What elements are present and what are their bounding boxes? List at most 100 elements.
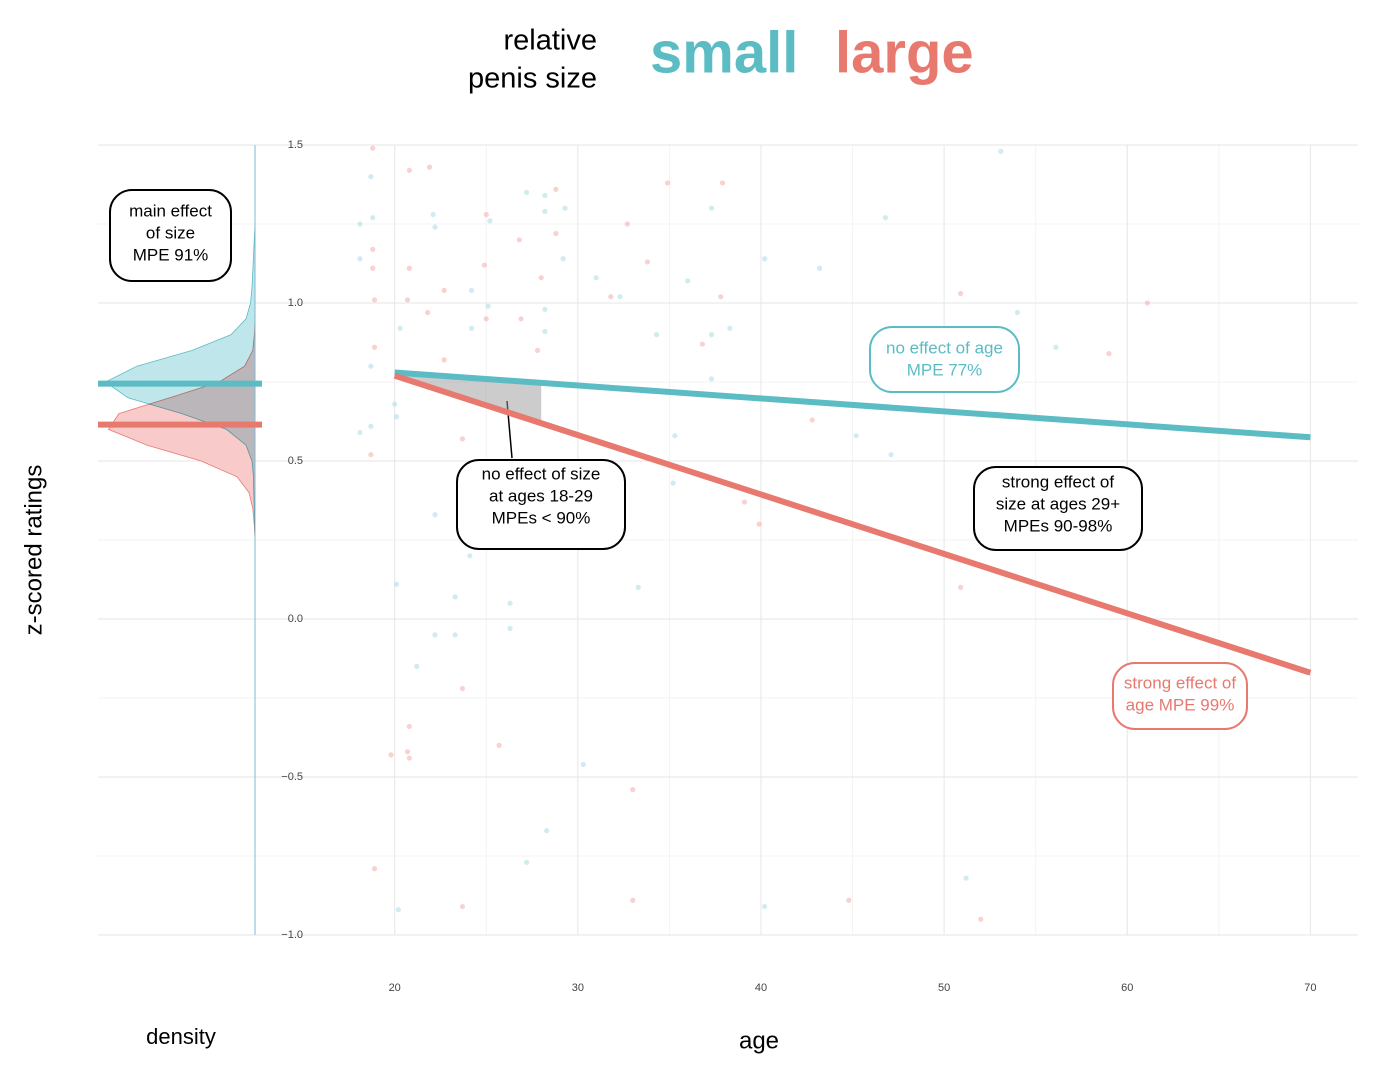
point bbox=[816, 265, 823, 271]
point bbox=[432, 224, 438, 230]
point bbox=[459, 436, 466, 442]
point bbox=[459, 903, 466, 910]
point bbox=[708, 376, 715, 382]
point bbox=[392, 401, 398, 407]
point bbox=[523, 859, 530, 865]
point bbox=[516, 237, 522, 243]
point bbox=[370, 145, 376, 151]
point bbox=[846, 897, 852, 903]
point bbox=[459, 685, 466, 692]
annotation-text: of size bbox=[146, 223, 195, 242]
point bbox=[635, 584, 641, 591]
point bbox=[553, 186, 559, 192]
annotation-text: age MPE 99% bbox=[1126, 695, 1235, 714]
point bbox=[467, 553, 473, 559]
x-tick-label: 70 bbox=[1304, 982, 1316, 994]
point bbox=[441, 287, 447, 293]
point bbox=[425, 309, 431, 316]
x-tick-label: 60 bbox=[1121, 982, 1133, 994]
point bbox=[406, 723, 412, 730]
point bbox=[957, 584, 964, 591]
point bbox=[487, 218, 493, 224]
point bbox=[507, 625, 513, 632]
point bbox=[719, 180, 726, 186]
point bbox=[998, 148, 1004, 154]
point bbox=[395, 907, 401, 913]
point bbox=[762, 903, 768, 910]
point bbox=[507, 600, 513, 606]
point bbox=[370, 265, 376, 271]
point bbox=[963, 875, 969, 881]
point bbox=[699, 341, 705, 347]
point bbox=[708, 205, 715, 211]
point bbox=[1014, 309, 1020, 316]
point bbox=[469, 287, 475, 293]
point bbox=[1053, 344, 1059, 350]
point bbox=[542, 328, 548, 335]
annotation-text: at ages 18-29 bbox=[489, 486, 593, 505]
point bbox=[452, 632, 458, 638]
legend-title: penis size bbox=[468, 63, 597, 95]
point bbox=[670, 480, 676, 486]
y-tick-label: 0.0 bbox=[288, 613, 303, 625]
point bbox=[426, 164, 433, 170]
fit-line bbox=[393, 372, 1312, 676]
point bbox=[882, 215, 889, 221]
y-tick-label: −0.5 bbox=[281, 771, 303, 783]
point bbox=[430, 211, 436, 218]
point bbox=[406, 755, 412, 761]
point bbox=[644, 259, 651, 265]
point bbox=[481, 262, 488, 268]
point bbox=[624, 221, 630, 227]
annotation-text: strong effect of bbox=[1124, 673, 1236, 692]
point bbox=[957, 290, 964, 297]
point bbox=[370, 215, 376, 221]
point bbox=[708, 332, 715, 338]
annotation-text: MPEs < 90% bbox=[492, 508, 591, 527]
point bbox=[406, 265, 412, 271]
point bbox=[432, 512, 438, 518]
point bbox=[414, 663, 420, 670]
point bbox=[357, 429, 363, 436]
annotation-box bbox=[973, 466, 1143, 551]
point bbox=[580, 761, 586, 767]
point bbox=[630, 787, 636, 793]
annotation-text: size at ages 29+ bbox=[996, 494, 1120, 513]
y-axis-label: z-scored ratings bbox=[20, 465, 47, 636]
point bbox=[672, 433, 678, 439]
point bbox=[483, 211, 489, 218]
point bbox=[538, 275, 544, 281]
x-axis-label: density bbox=[146, 1024, 216, 1049]
x-tick-label: 20 bbox=[389, 982, 401, 994]
point bbox=[853, 433, 859, 439]
legend-title: relative bbox=[504, 25, 598, 57]
point bbox=[483, 316, 489, 322]
y-tick-label: 0.5 bbox=[288, 455, 303, 467]
point bbox=[978, 916, 984, 922]
annotation-box bbox=[456, 459, 626, 550]
point bbox=[368, 452, 374, 458]
annotation-text: no effect of size bbox=[482, 464, 601, 483]
x-tick-label: 50 bbox=[938, 982, 950, 994]
legend-entry: large bbox=[835, 20, 974, 85]
y-tick-label: 1.5 bbox=[288, 139, 303, 151]
x-axis-label: age bbox=[739, 1027, 779, 1054]
point bbox=[542, 306, 548, 312]
point bbox=[371, 344, 378, 350]
point bbox=[393, 414, 400, 420]
annotation-text: MPE 91% bbox=[133, 245, 209, 264]
point bbox=[368, 174, 374, 180]
point bbox=[404, 749, 411, 755]
point bbox=[370, 246, 376, 252]
y-tick-label: −1.0 bbox=[281, 929, 303, 941]
point bbox=[718, 294, 724, 300]
annotation-text: main effect bbox=[129, 201, 212, 220]
point bbox=[542, 208, 548, 214]
x-tick-label: 30 bbox=[572, 982, 584, 994]
annotation-box bbox=[1112, 662, 1248, 730]
point bbox=[630, 897, 636, 903]
point bbox=[393, 581, 400, 587]
point bbox=[496, 742, 502, 749]
point bbox=[762, 256, 768, 262]
